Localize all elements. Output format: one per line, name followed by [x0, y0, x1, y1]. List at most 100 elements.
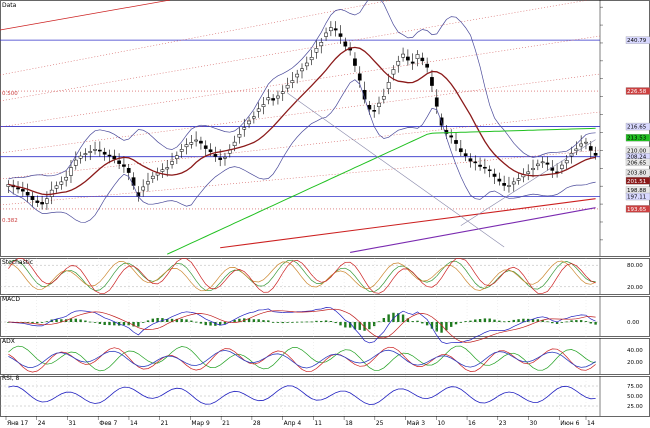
macd-histogram-bar	[517, 319, 520, 322]
macd-histogram-bar	[7, 322, 10, 323]
candle-body	[362, 89, 367, 100]
candle-body	[434, 97, 439, 107]
macd-histogram-bar	[493, 319, 496, 322]
macd-histogram-bar	[36, 322, 39, 324]
macd-histogram-bar	[353, 322, 357, 330]
macd-histogram-bar	[108, 322, 111, 326]
candle-body	[588, 146, 593, 151]
candle-body	[560, 164, 564, 169]
candle-body	[483, 166, 487, 169]
candle-body	[40, 202, 44, 205]
macd-histogram-bar	[454, 322, 458, 325]
candle-body	[179, 149, 184, 152]
candle-body	[343, 41, 348, 47]
macd-histogram-bar	[60, 319, 63, 322]
macd-histogram-bar	[156, 317, 159, 322]
diagonal-line	[460, 139, 596, 226]
macd-histogram-bar	[507, 320, 511, 322]
candle-body	[93, 149, 97, 151]
macd-histogram-bar	[401, 314, 405, 322]
macd-histogram-bar	[214, 322, 217, 326]
rsi-axis-label: 75.00	[627, 384, 643, 390]
trend-line-top	[0, 0, 171, 31]
macd-histogram-bar	[113, 322, 116, 326]
price-label: 240.79	[627, 38, 647, 44]
x-tick-label: 18	[345, 420, 353, 427]
price-label-box	[625, 177, 650, 185]
candle-body	[454, 140, 458, 144]
price-label: 198.88	[627, 188, 647, 194]
x-tick-label: 14	[587, 420, 595, 427]
candle-body	[266, 97, 271, 101]
pane-title-adx: ADX	[2, 338, 15, 345]
candle-body	[564, 160, 569, 164]
fan-line	[0, 0, 590, 102]
x-tick-label: Мар 9	[191, 420, 210, 427]
candle-body	[25, 192, 30, 196]
macd-histogram-bar	[141, 322, 145, 323]
macd-histogram-bar	[55, 319, 58, 322]
macd-histogram-bar	[247, 318, 251, 322]
candle-body	[223, 156, 227, 159]
candle-body	[271, 98, 275, 101]
candle-body	[425, 63, 429, 68]
x-tick-label: Июн 6	[560, 420, 579, 427]
price-label-box	[625, 36, 650, 44]
x-tick-label: 10	[437, 420, 445, 427]
macd-histogram-bar	[522, 318, 525, 322]
fib-label-upper: 0.500	[2, 91, 18, 97]
macd-histogram-bar	[252, 319, 256, 322]
macd-histogram-bar	[151, 318, 154, 322]
macd-histogram-bar	[372, 322, 376, 327]
x-tick-label: 16	[468, 420, 476, 427]
macd-histogram-bar	[69, 318, 73, 322]
macd-histogram-bar	[450, 322, 453, 327]
moving-average-red	[8, 46, 596, 196]
macd-histogram-bar	[267, 320, 270, 322]
macd-histogram-bar	[233, 319, 236, 322]
stoch-axis-label: 20.00	[627, 285, 643, 291]
macd-histogram-bar	[435, 322, 438, 332]
trend-line-red	[220, 198, 596, 249]
macd-histogram-bar	[555, 322, 559, 324]
macd-histogram-bar	[329, 321, 333, 322]
candle-body	[574, 148, 579, 151]
moving-average-green	[166, 127, 596, 255]
candle-body	[237, 134, 242, 138]
candle-body	[16, 187, 20, 190]
macd-histogram-bar	[363, 322, 366, 331]
macd-histogram-bar	[464, 321, 467, 322]
macd-histogram-bar	[209, 322, 212, 326]
macd-histogram-bar	[575, 320, 578, 322]
candle-body	[353, 58, 357, 66]
macd-histogram-bar	[103, 322, 106, 325]
macd-histogram-bar	[98, 322, 102, 324]
candle-body	[540, 161, 545, 164]
macd-histogram-bar	[45, 321, 49, 323]
candle-body	[300, 68, 304, 72]
candle-body	[141, 186, 146, 191]
x-tick-label: 31	[68, 420, 76, 427]
macd-histogram-bar	[175, 318, 179, 322]
candle-body	[526, 171, 531, 174]
candle-body	[410, 61, 415, 64]
macd-histogram-bar	[185, 319, 188, 322]
macd-histogram-bar	[223, 322, 227, 324]
candle-body	[175, 155, 179, 159]
candle-body	[242, 127, 247, 130]
candle-body	[507, 185, 511, 187]
x-tick-label: 30	[530, 420, 538, 427]
macd-histogram-bar	[397, 313, 400, 322]
candle-body	[276, 95, 280, 99]
candle-body	[372, 110, 377, 112]
x-tick-label: Янв 17	[7, 420, 28, 427]
macd-histogram-bar	[300, 321, 304, 323]
fan-line	[0, 35, 601, 128]
macd-histogram-bar	[204, 322, 207, 326]
macd-histogram-bar	[238, 318, 241, 322]
fan-line	[0, 73, 601, 154]
candle-body	[396, 60, 401, 66]
pane-title-stochastic: Stochastic	[2, 259, 33, 266]
price-label: 210.00	[627, 148, 647, 154]
